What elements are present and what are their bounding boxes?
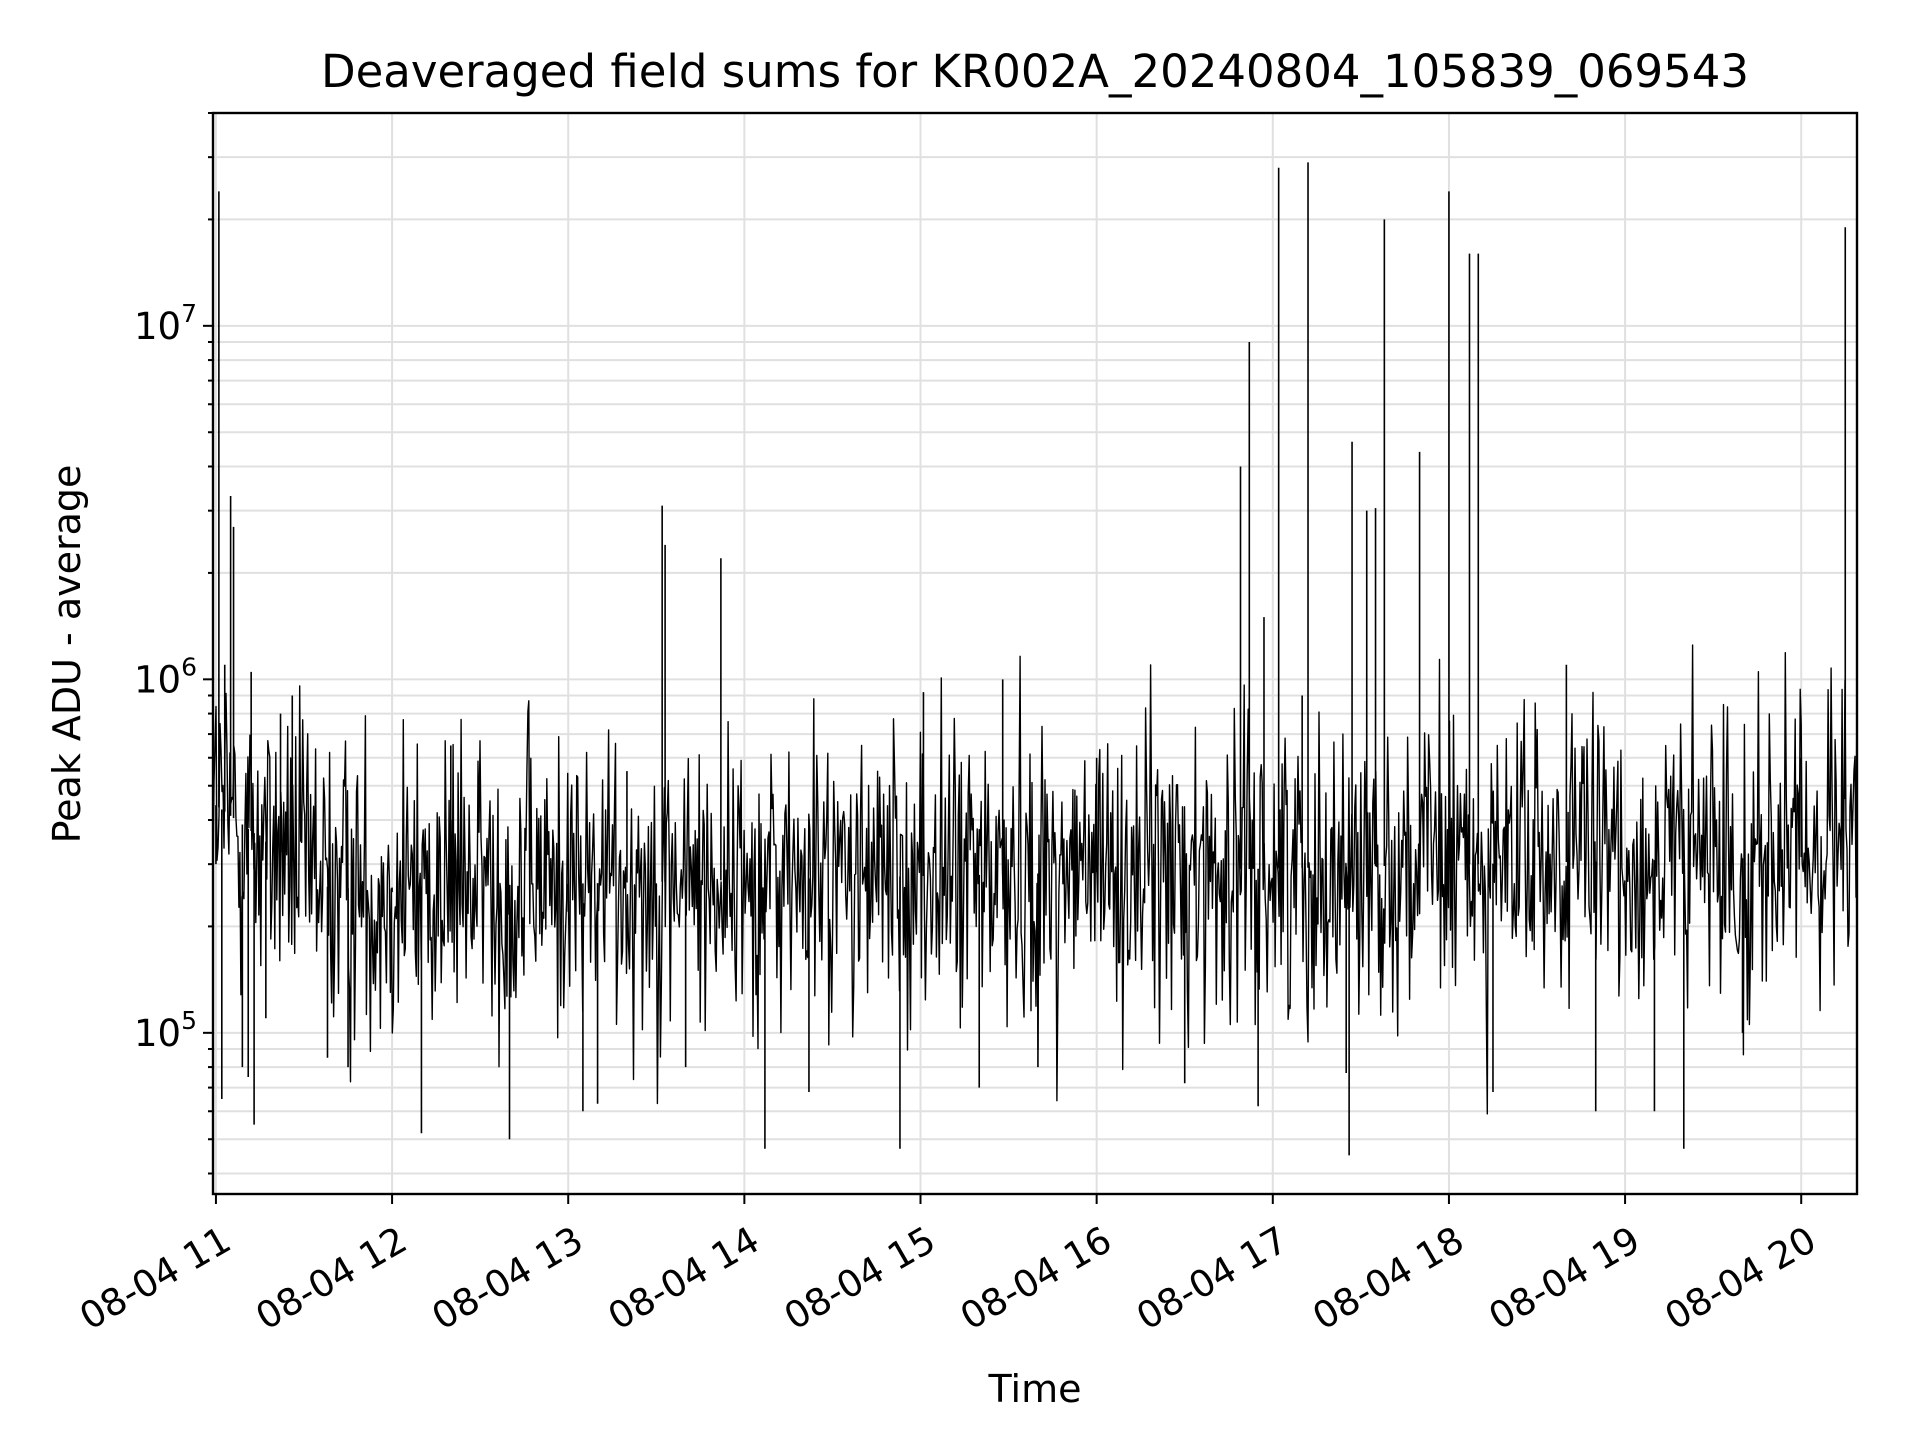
plot-frame [211,111,1859,1196]
y-tick-exponent: 7 [181,299,197,328]
y-axis-label: Peak ADU - average [45,465,89,844]
x-axis-label: Time [988,1367,1082,1411]
y-tick-label: 105 [134,1006,197,1055]
y-tick-exponent: 6 [181,652,197,681]
y-tick-base: 10 [134,305,181,348]
chart-title: Deaveraged field sums for KR002A_2024080… [321,45,1749,98]
y-tick-label: 107 [134,299,197,348]
y-tick-base: 10 [134,658,181,701]
series-line [212,644,1858,1115]
grid [213,112,1857,1194]
y-tick-base: 10 [134,1012,181,1055]
series-layer [212,162,1858,1156]
y-tick-label: 106 [134,652,197,701]
y-tick-exponent: 5 [181,1006,197,1035]
